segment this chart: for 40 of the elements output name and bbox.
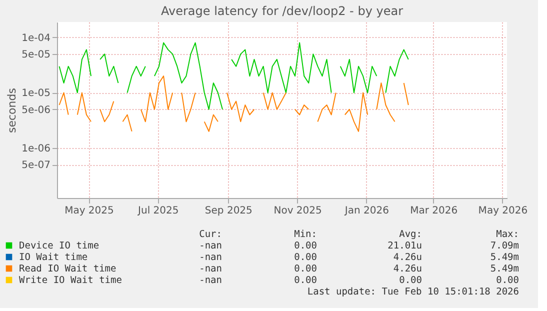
y-tick-label: 1e-04 (22, 32, 50, 44)
text: 4.26u (393, 264, 422, 274)
text: Min: (294, 229, 317, 240)
text: 0.00 (294, 264, 318, 274)
text: Avg: (399, 229, 422, 240)
x-tick-label: May 2026 (478, 206, 528, 216)
text: 0.00 (496, 275, 520, 286)
text: 7.09m (490, 240, 520, 252)
text: -nan (199, 240, 222, 252)
text: 4.26u (393, 252, 422, 263)
x-tick-label: Jan 2026 (344, 206, 389, 216)
y-axis-title: seconds (6, 88, 19, 133)
text: 0.00 (294, 252, 318, 263)
chart-title: Average latency for /dev/loop2 - by year (160, 4, 404, 18)
text: -nan (199, 264, 222, 274)
text: 5.49m (490, 252, 520, 263)
y-tick-label: 5e-07 (22, 160, 50, 172)
text: 0.00 (399, 275, 422, 286)
text: 0.00 (294, 275, 318, 286)
x-tick-label: Nov 2025 (274, 206, 322, 216)
text: Last update: Tue Feb 10 15:01:18 2026 (307, 286, 520, 298)
text: 5.49m (490, 264, 520, 274)
y-tick-label: 1e-06 (22, 144, 50, 155)
x-tick-label: Jul 2025 (137, 206, 179, 216)
x-tick-label: Sep 2025 (204, 206, 252, 216)
text: 0.00 (294, 240, 318, 252)
text: Max: (496, 229, 519, 240)
legend-label: IO Wait time (19, 252, 88, 263)
x-tick-label: May 2025 (64, 206, 114, 216)
x-tick-label: Mar 2026 (410, 206, 458, 216)
text: 21.01u (388, 240, 422, 252)
y-tick-label: 5e-06 (22, 104, 50, 116)
text: -nan (199, 275, 222, 286)
text: Cur: (199, 229, 222, 240)
y-tick-label: 1e-05 (22, 88, 50, 100)
legend-label: Read IO Wait time (19, 264, 117, 274)
legend-label: Write IO Wait time (19, 275, 122, 286)
text: -nan (199, 252, 222, 263)
y-tick-label: 5e-05 (22, 50, 50, 61)
legend-label: Device IO time (19, 240, 100, 252)
